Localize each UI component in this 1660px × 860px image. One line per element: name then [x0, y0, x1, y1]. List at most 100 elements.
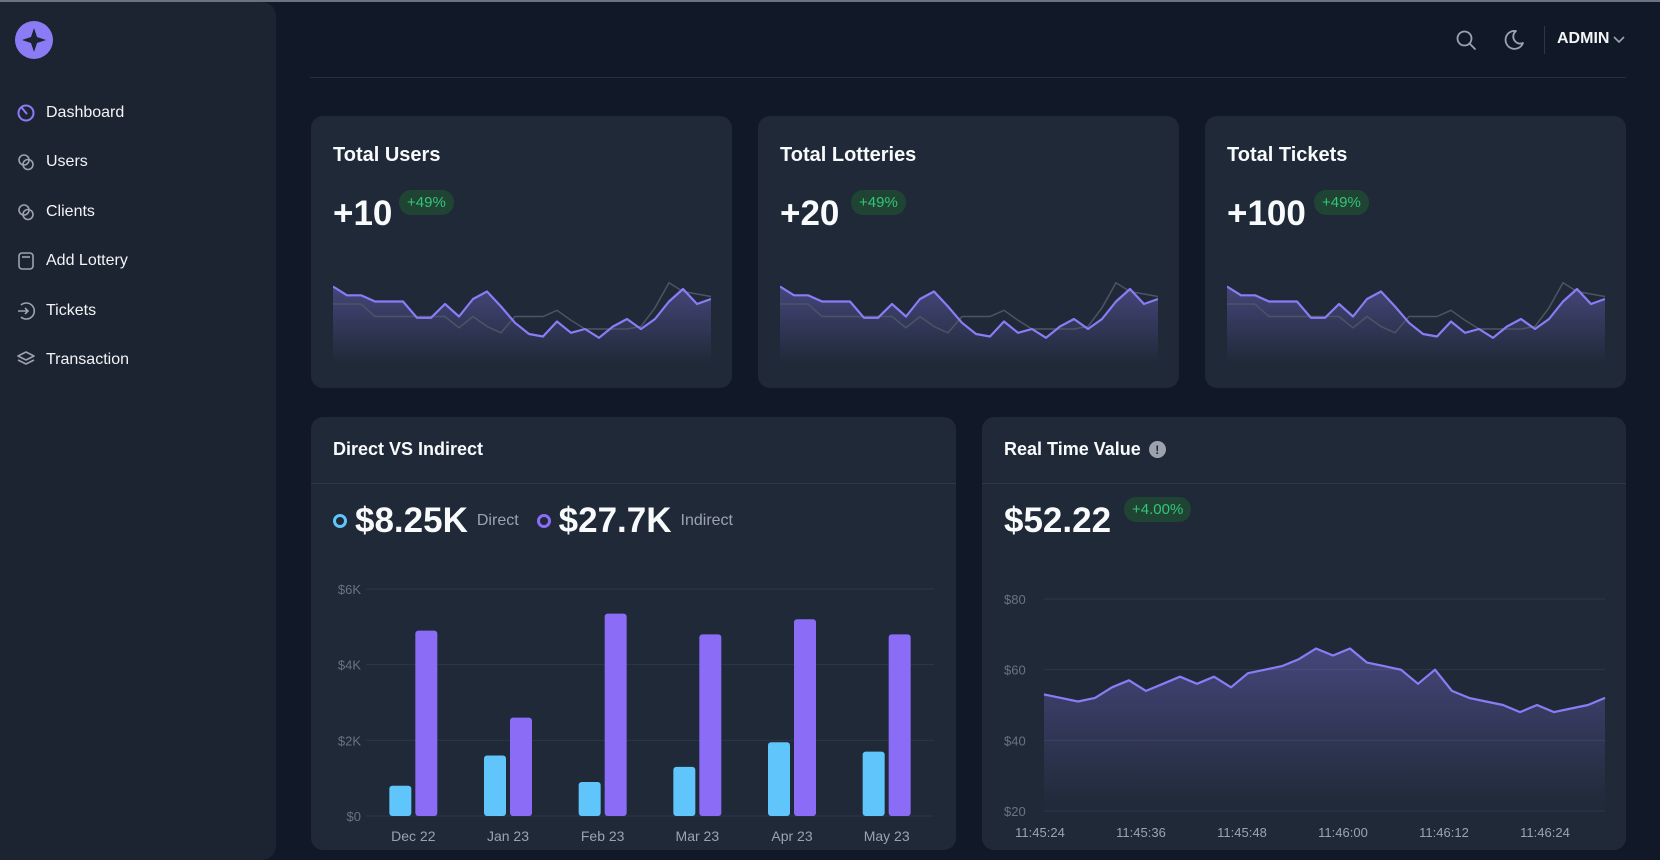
- y-tick-label: $60: [1004, 663, 1026, 678]
- user-menu[interactable]: ADMIN: [1557, 30, 1626, 48]
- stat-card-tickets: Total Tickets +100 +49%: [1205, 116, 1626, 388]
- direct-label: Direct: [476, 512, 519, 529]
- search-icon[interactable]: [1454, 28, 1478, 52]
- sparkline-primary-line: [1227, 285, 1605, 339]
- y-tick-label: $2K: [338, 733, 361, 748]
- sidebar-item-dashboard[interactable]: Dashboard: [16, 88, 266, 138]
- change-badge: +49%: [1314, 190, 1369, 215]
- x-tick-label: Apr 23: [771, 828, 812, 844]
- stat-value: +10: [333, 194, 393, 233]
- sparkline-primary-line: [333, 285, 711, 339]
- panel-divider: [311, 483, 956, 484]
- sparkline-area: [780, 286, 1158, 364]
- sidebar-item-label: Tickets: [46, 301, 97, 319]
- sidebar-item-label: Dashboard: [46, 103, 125, 121]
- panel-title: Real Time Value: [1004, 439, 1141, 459]
- bar-direct[interactable]: [768, 742, 790, 816]
- add-lottery-icon: [18, 252, 34, 271]
- panel-title-wrap: Real Time Value !: [1004, 439, 1166, 460]
- bar-direct[interactable]: [578, 781, 601, 816]
- y-tick-label: $20: [1004, 804, 1026, 819]
- sparkline: [333, 281, 711, 364]
- panel-divider: [982, 483, 1626, 484]
- sparkline-secondary-line: [1227, 281, 1605, 334]
- bar-indirect[interactable]: [604, 613, 627, 816]
- x-tick-label: Mar 23: [676, 828, 720, 844]
- chevron-down-icon: [1613, 36, 1626, 44]
- clients-icon: [18, 203, 34, 221]
- bar-indirect[interactable]: [888, 634, 911, 816]
- stat-title: Total Users: [333, 144, 441, 166]
- sidebar-item-label: Clients: [46, 202, 95, 220]
- chart-legend: $8.25K Direct $27.7K Indirect: [333, 501, 733, 541]
- sidebar-item-transaction[interactable]: Transaction: [16, 336, 266, 386]
- stat-card-lotteries: Total Lotteries +20 +49%: [758, 116, 1179, 388]
- sparkline-secondary-line: [780, 281, 1158, 334]
- bar-indirect[interactable]: [794, 619, 816, 816]
- bar-indirect[interactable]: [699, 634, 722, 816]
- bar-direct[interactable]: [673, 766, 696, 816]
- stat-title: Total Lotteries: [780, 144, 917, 166]
- sidebar: Dashboard Users Clients Add Lottery Tick…: [0, 2, 276, 860]
- y-tick-label: $4K: [338, 658, 361, 673]
- x-tick-label: Jan 23: [487, 828, 529, 844]
- sidebar-item-clients[interactable]: Clients: [16, 187, 266, 237]
- sparkline-area: [333, 286, 711, 364]
- change-badge: +4.00%: [1124, 497, 1192, 522]
- change-badge: +49%: [851, 190, 906, 215]
- moon-icon[interactable]: [1502, 28, 1526, 52]
- direct-legend-marker: [333, 514, 347, 528]
- users-icon: [18, 154, 34, 171]
- panel-title: Direct VS Indirect: [333, 439, 484, 459]
- x-tick-label: 11:45:24: [1015, 825, 1065, 840]
- sidebar-item-label: Add Lottery: [46, 252, 128, 270]
- x-tick-label: Feb 23: [581, 828, 625, 844]
- bar-indirect[interactable]: [415, 630, 438, 816]
- indirect-legend-marker: [536, 514, 551, 528]
- stat-value: +20: [780, 194, 840, 233]
- topbar-separator: [310, 77, 1626, 78]
- bar-direct[interactable]: [389, 785, 412, 816]
- stat-value: +100: [1227, 194, 1306, 233]
- sparkline-primary-line: [780, 285, 1158, 339]
- indirect-total: $27.7K: [558, 501, 672, 540]
- x-tick-label: 11:46:00: [1318, 825, 1368, 840]
- window-top-border: [0, 0, 1660, 2]
- x-tick-label: 11:45:48: [1217, 825, 1267, 840]
- info-icon[interactable]: !: [1148, 441, 1166, 458]
- dashboard-icon: [17, 104, 35, 122]
- tickets-icon: [18, 302, 36, 320]
- x-tick-label: 11:45:36: [1116, 825, 1166, 840]
- direct-indirect-panel: Direct VS Indirect $8.25K Direct $27.7K …: [311, 417, 956, 850]
- y-tick-label: $6K: [338, 582, 361, 597]
- topbar-divider: [1544, 26, 1545, 54]
- transaction-icon: [17, 351, 35, 366]
- bar-direct[interactable]: [862, 751, 885, 816]
- sparkline-secondary-line: [333, 281, 711, 334]
- y-tick-label: $80: [1004, 592, 1026, 607]
- sidebar-item-tickets[interactable]: Tickets: [16, 286, 266, 336]
- value-line: [1043, 647, 1606, 714]
- bar-direct[interactable]: [484, 755, 506, 816]
- stat-card-users: Total Users +10 +49%: [311, 116, 732, 388]
- sidebar-item-users[interactable]: Users: [16, 138, 266, 188]
- change-badge: +49%: [399, 190, 454, 215]
- sidebar-item-label: Transaction: [46, 351, 129, 369]
- indirect-label: Indirect: [680, 512, 733, 529]
- y-tick-label: $40: [1004, 733, 1026, 748]
- sidebar-item-label: Users: [46, 153, 88, 171]
- x-tick-label: 11:46:24: [1520, 825, 1570, 840]
- direct-total: $8.25K: [355, 501, 468, 540]
- realtime-value: $52.22: [1004, 501, 1112, 540]
- bar-indirect[interactable]: [510, 717, 532, 816]
- x-tick-label: May 23: [864, 828, 910, 844]
- sparkline: [780, 281, 1158, 364]
- sparkline: [1227, 281, 1605, 364]
- bar-chart: $0 $2K $4K $6K Dec 22 Jan 23 Feb 23 Mar 23 Apr 2…: [338, 582, 934, 844]
- sidebar-item-add-lottery[interactable]: Add Lottery: [16, 237, 266, 287]
- brand-logo-icon[interactable]: [15, 21, 53, 59]
- area-chart: $20 $40 $60 $80 11:45:24 11:45:36 11:45:48 11:4…: [1004, 592, 1606, 840]
- x-tick-label: Dec 22: [391, 828, 436, 844]
- user-name: ADMIN: [1557, 30, 1610, 47]
- sidebar-nav: Dashboard Users Clients Add Lottery Tick…: [16, 88, 266, 385]
